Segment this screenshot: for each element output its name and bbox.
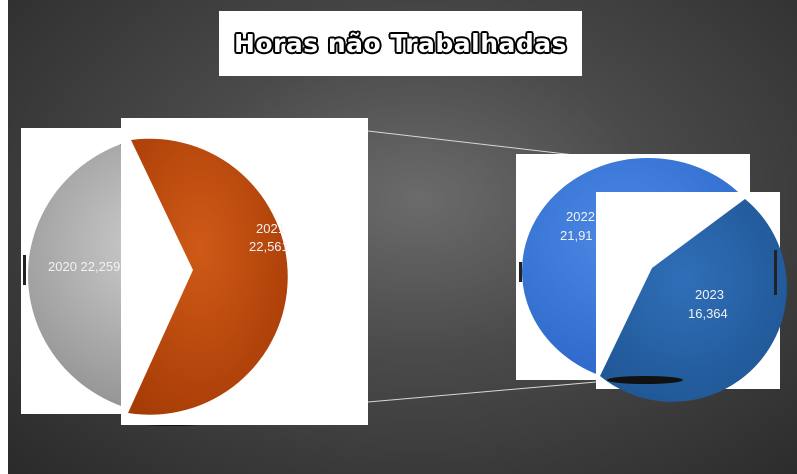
title-box: Horas não Trabalhadas — [219, 11, 582, 76]
slice-2023 — [600, 199, 787, 402]
connector-line-bottom — [367, 381, 597, 403]
right-pie-edge-right — [774, 250, 777, 295]
label-2020: 2020 22,259 — [48, 259, 120, 274]
left-pie-edge-left — [23, 255, 26, 285]
label-2022-value: 21,91 — [560, 228, 593, 243]
label-2021-year: 2021 — [256, 221, 285, 236]
chart-title: Horas não Trabalhadas — [233, 29, 568, 58]
label-2022-year: 2022 — [566, 209, 595, 224]
label-2021-value: 22,561 — [249, 239, 289, 254]
right-pie-shadow-bottom — [607, 376, 683, 384]
connector-line-top — [367, 130, 601, 159]
right-pie-edge-left — [519, 262, 522, 282]
label-2023-value: 16,364 — [688, 306, 728, 321]
slice-2021 — [128, 138, 288, 415]
label-2023-year: 2023 — [695, 287, 724, 302]
